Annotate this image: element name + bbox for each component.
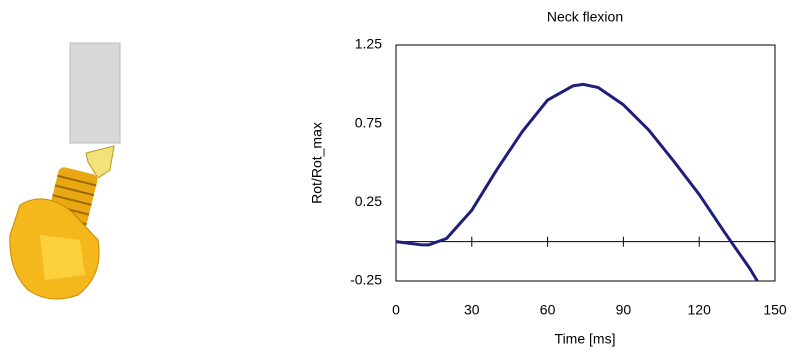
y-tick-label: 0.75 bbox=[355, 114, 382, 130]
x-tick-label: 0 bbox=[392, 302, 400, 318]
x-tick-label: 90 bbox=[616, 302, 632, 318]
chart-title: Neck flexion bbox=[547, 9, 623, 25]
neck-model-render bbox=[10, 43, 120, 299]
x-tick-label: 150 bbox=[763, 302, 787, 318]
y-tick-label: -0.25 bbox=[350, 272, 382, 288]
x-axis-label: Time [ms] bbox=[555, 331, 616, 347]
plot-frame bbox=[396, 45, 775, 281]
figure: Neck flexion Time [ms] Rot/Rot_max -0.25… bbox=[0, 0, 792, 352]
x-tick-label: 120 bbox=[688, 302, 712, 318]
x-tick-label: 30 bbox=[464, 302, 480, 318]
y-tick-label: 1.25 bbox=[355, 36, 382, 52]
x-tick-label: 60 bbox=[540, 302, 556, 318]
y-tick-label: 0.25 bbox=[355, 193, 382, 209]
y-axis-label: Rot/Rot_max bbox=[309, 122, 325, 204]
line-series bbox=[396, 84, 757, 281]
